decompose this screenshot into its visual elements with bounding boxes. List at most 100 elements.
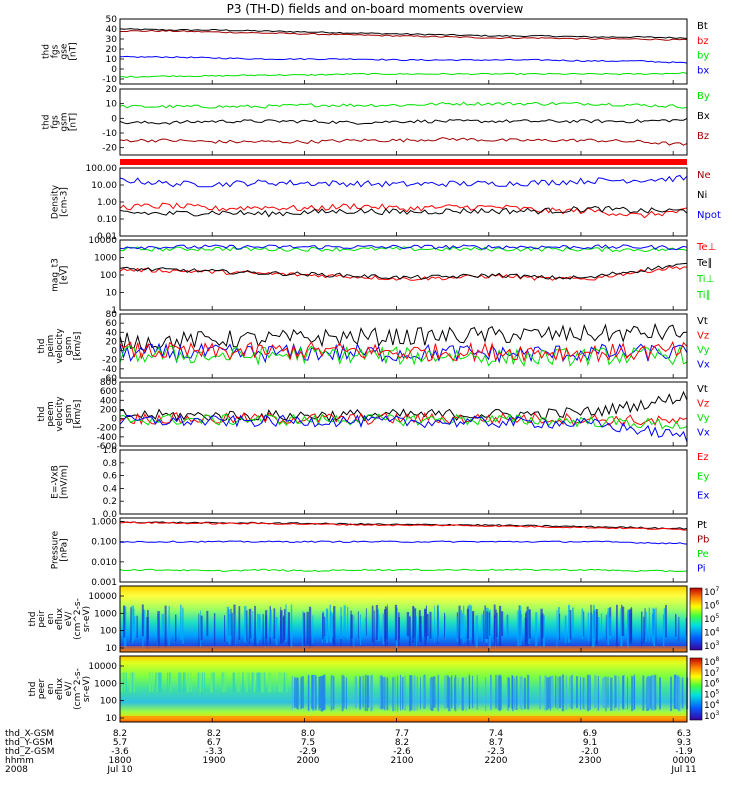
spectrogram-streak [332, 676, 335, 710]
ephemeris-row-label: thd_X-GSM [5, 729, 54, 739]
y-tick-label: 10 [106, 644, 118, 654]
colorbar-tick-label: 103 [704, 640, 719, 652]
spectrogram-streak [498, 674, 501, 712]
panel-ylabel: sr-eV) [82, 606, 92, 632]
spectrogram-streak [244, 606, 247, 643]
spectrogram-streak [253, 672, 256, 693]
spectrogram-streak [565, 675, 568, 710]
spectrogram-streak [645, 611, 647, 642]
spectrogram-streak [199, 672, 201, 693]
y-tick-label: 60 [106, 319, 118, 329]
spectrogram-streak [318, 676, 322, 709]
spectrogram-streak [232, 672, 235, 693]
spectrogram-streak [535, 612, 538, 646]
series-line-Vz [119, 340, 688, 363]
spectrogram-streak [258, 672, 261, 693]
spectrogram-streak [133, 616, 136, 636]
spectrogram-streak [451, 675, 453, 709]
panel-ylabel: thd [42, 44, 52, 59]
spectrogram-streak [314, 674, 316, 708]
spectrogram-streak [546, 677, 549, 710]
spectrogram-streak [614, 674, 616, 711]
spectrogram-streak [659, 677, 661, 709]
ephemeris-value: -3.3 [205, 747, 223, 757]
spectrogram-streak [525, 613, 527, 647]
y-tick-label: -10 [102, 129, 117, 139]
spectrogram-streak [226, 606, 229, 642]
spectrogram-streak [422, 675, 425, 708]
spectrogram-streak [386, 677, 389, 711]
spectrogram-streak [662, 614, 665, 647]
ephemeris-value: -1.9 [675, 747, 693, 757]
ephemeris-value: -3.6 [111, 747, 129, 757]
panel-frame [119, 313, 688, 379]
panel-ylabel: thd [42, 115, 52, 130]
spectrogram-streak [378, 613, 380, 641]
spectrogram-streak [413, 606, 415, 638]
panel-ylabel: fgs [51, 115, 61, 129]
spectrogram-streak [271, 672, 273, 693]
spectrogram-streak [461, 613, 463, 638]
legend-entry: Bx [697, 111, 710, 122]
colorbar-tick-label: 104 [704, 627, 719, 639]
spectrogram-streak [586, 674, 590, 712]
y-tick-label: 100 [100, 627, 117, 637]
spectrogram-streak [472, 612, 474, 638]
y-tick-label: 20 [106, 85, 118, 95]
spectrogram-streak [141, 604, 144, 637]
spectrogram-streak [304, 612, 306, 646]
spectrogram-streak [248, 672, 250, 693]
spectrogram-streak [120, 672, 123, 693]
y-tick-label: 40 [106, 328, 118, 338]
panel-peim_velocity: thd peim velocity gsm [km/s] 806040200-20-40-… [37, 310, 710, 384]
spectrogram-streak [373, 610, 375, 645]
spectrogram-streak [156, 672, 158, 693]
y-tick-label: 0 [111, 415, 117, 425]
spectrogram-streak [647, 676, 650, 709]
ephemeris-row: thd_X-GSM 8.2 8.2 8.0 7.7 7.4 6.9 6.3 [5, 729, 691, 739]
spectrogram-streak [262, 614, 264, 646]
y-tick-label: 100.00 [86, 164, 118, 174]
spectrogram-streak [523, 677, 526, 710]
spectrogram-streak [497, 675, 499, 710]
spectrogram-streak [123, 672, 125, 693]
spectrogram-streak [555, 675, 557, 708]
legend-entry: Ez [697, 452, 709, 463]
series-line-Ni [119, 205, 688, 218]
spectrogram-streak [307, 675, 310, 711]
panel-ylabel: [mV/m] [60, 465, 70, 499]
panel-frame [119, 18, 688, 85]
spectrogram-streak [367, 675, 370, 708]
spectrogram-streak [558, 676, 562, 709]
ephemeris-value: 1800 [109, 756, 132, 766]
spectrogram-streak [542, 615, 545, 647]
spectrogram-streak [685, 617, 687, 637]
colorbar-tick-label: 107 [704, 586, 719, 598]
spectrogram-streak [419, 616, 422, 643]
spectrogram-streak [269, 672, 271, 693]
panel-frame [119, 381, 688, 447]
legend-entry: Vx [697, 360, 710, 371]
y-tick-label: 0.01 [97, 232, 117, 242]
spectrogram-streak [379, 675, 382, 709]
spectrogram-streak [614, 675, 617, 708]
spectrogram-streak [547, 677, 550, 709]
spectrogram-streak [521, 614, 522, 642]
spectrogram-streak [206, 610, 209, 637]
spectrogram-streak [519, 676, 522, 709]
series-line-by [119, 55, 688, 64]
spectrogram-streak [331, 675, 334, 708]
spectrogram-streak [650, 675, 652, 710]
spectrogram-streak [515, 675, 518, 710]
spectrogram-streak [446, 675, 449, 709]
spectrogram-streak [464, 615, 466, 642]
ephemeris-value: 7.4 [489, 729, 504, 739]
ephemeris-row-label: thd_Z-GSM [5, 747, 54, 757]
ephemeris-value: 7.5 [301, 738, 315, 748]
spectrogram-streak [569, 676, 571, 709]
y-tick-label: 0.4 [103, 484, 118, 494]
colorbar-scale [689, 587, 703, 651]
series-line-Te∥ [119, 262, 688, 280]
spectrogram-streak [312, 615, 314, 644]
